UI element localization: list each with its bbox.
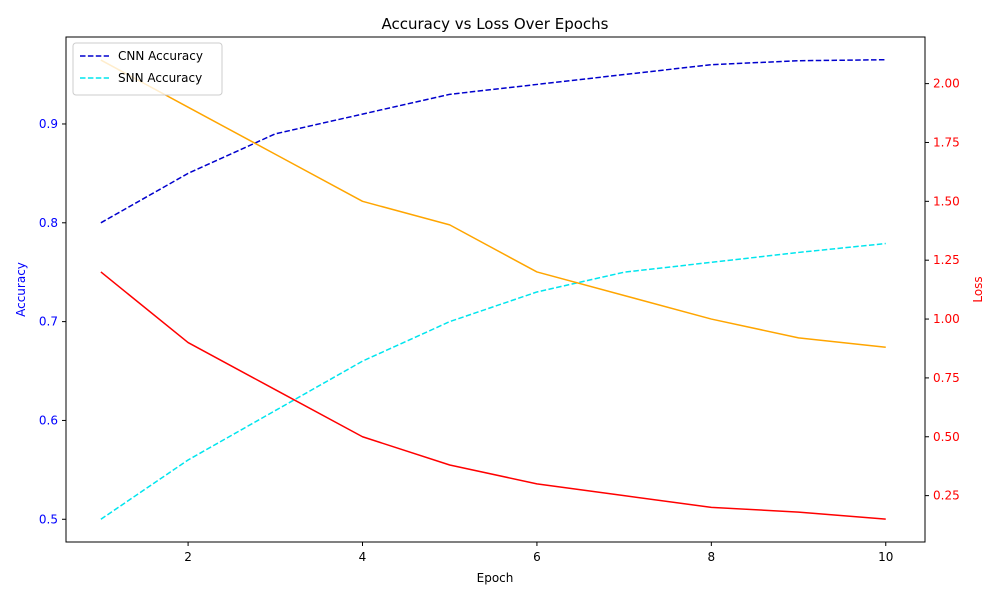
- x-axis-title: Epoch: [477, 571, 514, 585]
- right-y-tick-label: 0.50: [933, 430, 960, 444]
- left-y-axis: 0.5 0.6 0.7 0.8 0.9: [39, 117, 66, 526]
- right-y-tick-label: 1.75: [933, 135, 960, 149]
- x-tick-label: 4: [359, 550, 367, 564]
- right-y-tick-label: 1.00: [933, 312, 960, 326]
- x-tick-label: 6: [533, 550, 541, 564]
- legend: CNN Accuracy SNN Accuracy: [72, 42, 223, 96]
- left-y-tick-label: 0.8: [39, 216, 58, 230]
- left-y-tick-label: 0.7: [39, 315, 58, 329]
- plot-frame: [65, 36, 926, 543]
- left-y-tick-label: 0.5: [39, 512, 58, 526]
- legend-label: CNN Accuracy: [118, 49, 203, 63]
- left-y-tick-label: 0.6: [39, 413, 58, 427]
- series-line-1: [100, 58, 886, 224]
- left-y-tick-label: 0.9: [39, 117, 58, 131]
- x-tick-label: 2: [184, 550, 192, 564]
- chart-title: Accuracy vs Loss Over Epochs: [382, 15, 609, 33]
- right-y-tick-label: 0.75: [933, 371, 960, 385]
- x-axis: 2 4 6 8 10: [184, 542, 893, 564]
- right-y-tick-label: 1.25: [933, 253, 960, 267]
- right-y-tick-label: 2.00: [933, 77, 960, 91]
- right-y-axis-title: Loss: [971, 276, 985, 302]
- x-tick-label: 10: [878, 550, 893, 564]
- series-line-4: [100, 271, 886, 520]
- series-layer: [100, 58, 886, 520]
- series-line-3: [100, 59, 886, 349]
- x-tick-label: 8: [708, 550, 716, 564]
- legend-box: [72, 42, 223, 96]
- legend-label: SNN Accuracy: [118, 71, 202, 85]
- left-y-axis-title: Accuracy: [14, 262, 28, 317]
- right-y-tick-label: 1.50: [933, 194, 960, 208]
- right-y-axis: 0.25 0.50 0.75 1.00 1.25 1.50 1.75 2.00: [925, 77, 960, 503]
- series-line-2: [100, 242, 886, 520]
- right-y-tick-label: 0.25: [933, 489, 960, 503]
